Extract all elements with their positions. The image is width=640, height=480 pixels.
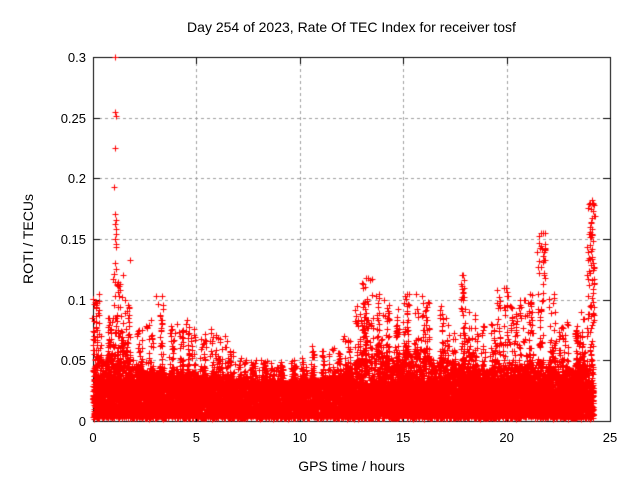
y-tick-label: 0.25 <box>60 110 86 126</box>
y-tick-label: 0.3 <box>67 50 86 65</box>
y-tick-label: 0.05 <box>60 353 86 369</box>
y-tick-label: 0.15 <box>60 232 86 247</box>
y-tick-label: 0.1 <box>67 292 86 308</box>
x-tick-label: 15 <box>395 430 411 445</box>
y-tick-label: 0 <box>78 414 86 429</box>
x-tick-label: 10 <box>292 430 308 445</box>
chart-title: Day 254 of 2023, Rate Of TEC Index for r… <box>187 19 516 35</box>
x-tick-label: 20 <box>499 430 514 445</box>
x-tick-label: 5 <box>192 430 200 445</box>
x-tick-label: 25 <box>602 430 618 445</box>
y-tick-label: 0.2 <box>67 171 86 187</box>
x-axis-label: GPS time / hours <box>298 458 405 474</box>
x-tick-label: 0 <box>89 430 97 445</box>
